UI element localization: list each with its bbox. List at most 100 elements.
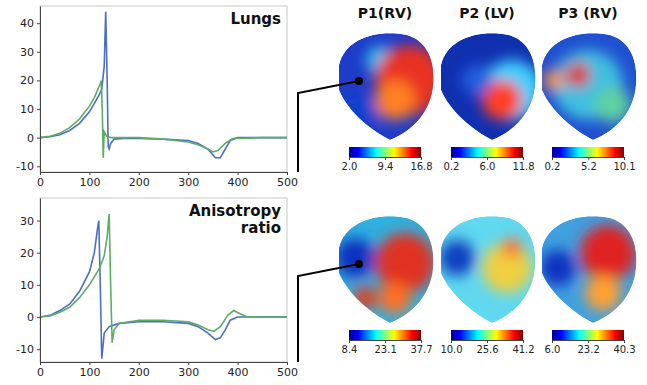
colorbar-tick: 40.3 [613,340,635,355]
plot-frame [40,198,287,362]
colorbar-tick-label: 41.2 [512,344,534,355]
y-tick-label: 30 [20,215,34,228]
colorbar-tick-mark [523,340,524,343]
y-tick-label: -10 [16,343,34,356]
x-tick-label: 200 [129,176,150,189]
panel-title: P1(RV) [358,5,412,21]
series-line [40,80,287,157]
x-tick: 400 [228,362,249,379]
connector [298,81,359,172]
heart-shade [566,63,590,87]
colorbar-tick: 0.2 [444,157,460,172]
colorbar-tick-mark [624,340,625,343]
x-axis: 0100200300400500 [37,362,298,379]
connector-dot [355,77,363,85]
colorbar-tick-label: 25.6 [476,344,498,355]
heart-map [542,33,636,140]
colorbar-tick-mark [349,157,350,160]
map-panel: P1(RV) 2.0 9.4 16.8 [298,5,445,172]
x-tick: 200 [129,362,150,379]
colorbar-tick: 41.2 [512,340,534,355]
y-tick: 20 [20,74,40,87]
colorbar-tick: 6.0 [480,157,496,172]
heart-shading [342,45,445,133]
series-group [40,12,287,158]
map-panel: P3 (RV)0.25.210.1 [542,5,636,172]
x-tick: 300 [178,172,199,189]
x-tick-mark [139,172,140,175]
y-axis: -100102030 [16,199,40,363]
y-tick: 0 [27,311,40,324]
colorbar-tick: 16.8 [410,157,432,172]
colorbar-axis: 0.2 6.0 11.8 [444,157,535,172]
x-tick-mark [139,362,140,365]
colorbar-tick: 23.1 [374,340,396,355]
x-tick-mark [238,362,239,365]
heart-surface [542,33,636,140]
colorbar [552,330,624,340]
x-tick: 100 [79,362,100,379]
colorbar-tick-mark [421,340,422,343]
map-panel: P2 (LV) 0.2 6.0 11.8 [441,5,542,172]
x-tick-label: 0 [37,366,44,379]
y-tick-mark [37,349,40,350]
colorbar-tick: 10.0 [440,340,462,355]
heart-map [441,33,542,140]
heart-shading [543,50,631,123]
series-line [40,221,287,359]
heart-map [439,216,535,323]
colorbar [552,147,624,157]
y-tick-label: 10 [20,103,34,116]
y-tick-label: -10 [16,160,34,173]
colorbar-tick: 25.6 [476,340,498,355]
heart-map [339,33,445,140]
colorbar-tick-mark [487,157,488,160]
colorbar-tick: 37.7 [410,340,432,355]
series-line [40,12,287,158]
colorbar-tick: 6.0 [545,340,561,355]
x-tick: 300 [178,362,199,379]
colorbar-tick-label: 16.8 [410,161,432,172]
x-tick-label: 100 [79,366,100,379]
colorbar-axis: 10.0 25.6 41.2 [440,340,534,355]
colorbar-tick-label: 10.1 [613,161,635,172]
y-tick-label: 10 [20,279,34,292]
x-tick: 200 [129,172,150,189]
x-tick-mark [287,172,288,175]
colorbar-tick-label: 2.0 [342,161,358,172]
x-tick-mark [89,172,90,175]
colorbar-tick-label: 0.2 [444,161,460,172]
panel-title: P2 (LV) [459,5,515,21]
heart-shading [439,238,532,293]
x-tick-mark [188,362,189,365]
y-tick: 40 [20,17,40,30]
y-tick-label: 30 [20,46,34,59]
y-tick-mark [37,221,40,222]
x-tick-label: 200 [129,366,150,379]
heart-shading [540,225,636,311]
colorbar-tick: 11.8 [512,157,534,172]
y-axis-line [40,7,41,173]
colorbar-tick-label: 23.1 [374,344,396,355]
colorbar-tick-label: 5.2 [581,161,597,172]
line-chart: 0100200300400500-10010203040Lungs [16,6,298,189]
heart-shading [462,60,542,120]
line-chart: 0100200300400500-100102030Anisotropyrati… [16,198,298,379]
colorbar-tick-mark [385,157,386,160]
y-axis-line [40,199,41,363]
y-tick-mark [37,253,40,254]
heart-map [335,216,435,323]
colorbar-tick-label: 6.0 [545,344,561,355]
x-tick: 0 [37,172,44,189]
y-tick: 30 [20,46,40,59]
colorbar-tick: 9.4 [378,157,394,172]
colorbar [451,330,523,340]
heart-shade [482,60,542,120]
heart-shade [335,238,375,278]
colorbar-tick-mark [385,340,386,343]
connector-dot [355,260,363,268]
y-tick-label: 40 [20,17,34,30]
x-tick: 400 [228,172,249,189]
y-tick-mark [37,138,40,139]
x-tick-label: 400 [228,176,249,189]
